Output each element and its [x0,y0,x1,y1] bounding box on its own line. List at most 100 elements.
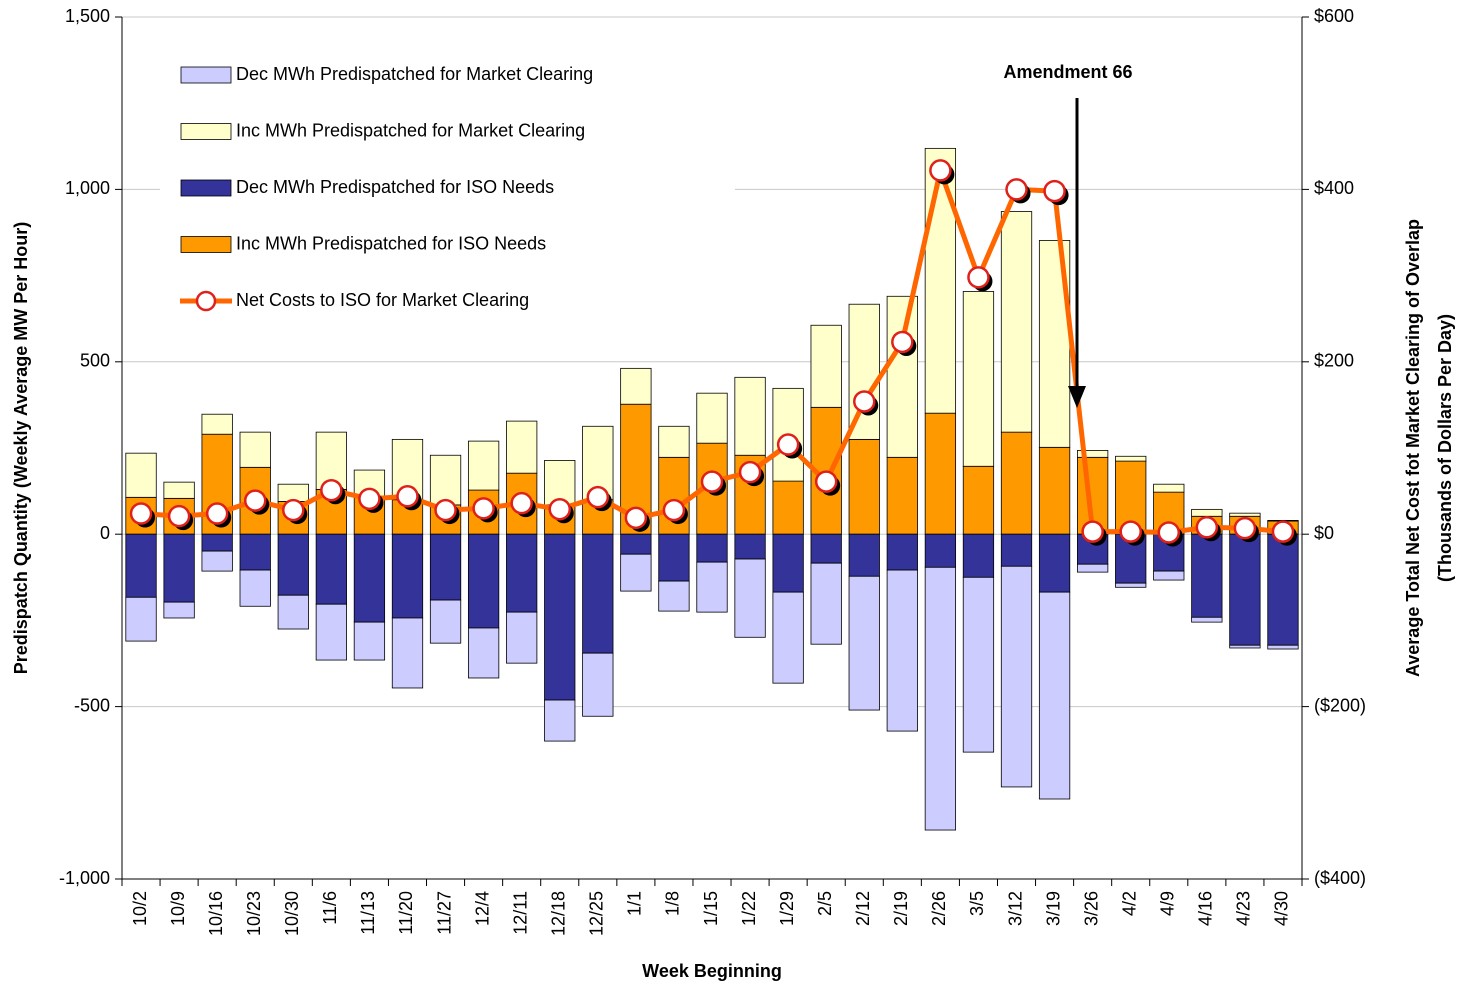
marker [167,504,191,528]
bar [125,452,157,498]
marker [1081,520,1104,543]
marker [510,491,533,515]
bar [391,617,424,689]
bar [582,652,614,717]
bar [1267,644,1299,650]
marker [320,478,343,502]
bar [1153,491,1185,535]
x-tick-label: 10/16 [206,891,226,936]
marker [1119,520,1142,543]
bar [810,533,842,564]
x-tick-label: 4/23 [1234,891,1254,926]
marker [853,390,876,413]
y-tick-label: 1,000 [65,178,110,198]
bar [696,533,728,563]
bar [924,412,957,535]
marker [548,497,571,521]
marker [243,489,267,512]
bar [848,533,880,577]
bar [506,420,538,474]
bar [658,580,690,612]
x-tick-label: 10/9 [168,891,188,926]
y2-tick-label: $0 [1314,523,1334,543]
bar [201,533,233,552]
plot-area: -1,000 -500 0 500 1,000 1,500 ($400) ($200) $0 $2… [59,6,1366,936]
y-axis-title: Predispatch Quantity (Weekly Average MW … [11,222,31,674]
bar [467,440,500,491]
bar [239,569,271,607]
marker [1005,178,1028,201]
marker [205,502,229,525]
marker [967,266,990,289]
bar [353,533,386,623]
marker [1233,516,1257,540]
marker [700,470,724,493]
x-tick-label: 4/16 [1196,891,1216,926]
legend-label: Dec MWh Predispatched for ISO Needs [236,177,554,197]
x-tick-label: 3/12 [1005,891,1025,926]
bar [848,303,880,440]
bar [201,413,233,435]
bar [1191,616,1223,623]
y2-tick-label: $600 [1314,6,1354,26]
bar [163,481,195,499]
bar [810,324,842,408]
legend: Dec MWh Predispatched for Market Clearin… [180,64,593,312]
y2-axis-title: (Thousands of Dollars Per Day) [1435,314,1455,582]
x-tick-label: 11/13 [358,891,378,935]
bar [1229,533,1261,646]
bar [734,376,766,456]
bar [277,594,309,630]
marker [738,460,762,484]
bar [315,533,347,605]
x-tick-label: 2/12 [853,891,873,926]
y2-tick-label: $200 [1314,351,1354,371]
x-tick-label: 1/1 [625,891,645,916]
bar [1038,240,1071,448]
x-tick-label: 12/4 [472,891,492,926]
bar [201,550,233,572]
bar [620,553,652,592]
x-tick-label: 12/11 [510,891,530,935]
bar [1191,508,1223,517]
bar [772,591,804,684]
bar [1000,533,1033,567]
bar [429,599,462,644]
marker [129,502,153,525]
bar [1038,591,1071,800]
bar [658,533,690,582]
bar [658,425,690,458]
bar [1115,582,1147,588]
marker [1157,521,1181,544]
bar [1077,450,1109,458]
bar [848,438,880,535]
x-tick-label: 12/25 [587,891,607,936]
legend-swatch [180,123,232,140]
x-tick-label: 10/30 [282,891,302,936]
x-tick-label: 3/5 [967,891,987,916]
bar [125,533,157,598]
legend-swatch [180,236,232,253]
annotation-arrowhead [1068,386,1086,408]
bar [1115,455,1147,462]
bar [544,533,576,701]
bar [506,533,538,613]
legend-box [160,45,735,330]
legend-marker [195,290,217,312]
bar [239,533,271,571]
bar [582,533,614,654]
x-tick-label: 12/18 [548,891,568,936]
x-axis-title: Week Beginning [642,961,782,981]
marker [891,330,914,354]
x-tick-label: 10/23 [244,891,264,936]
bar [429,533,462,601]
bar [772,480,804,535]
bar [467,627,500,679]
legend-label: Inc MWh Predispatched for Market Clearin… [236,120,585,140]
bar [544,699,576,742]
marker [396,485,419,508]
bar [1153,483,1185,493]
legend-label: Inc MWh Predispatched for ISO Needs [236,233,546,253]
bar [696,561,728,613]
